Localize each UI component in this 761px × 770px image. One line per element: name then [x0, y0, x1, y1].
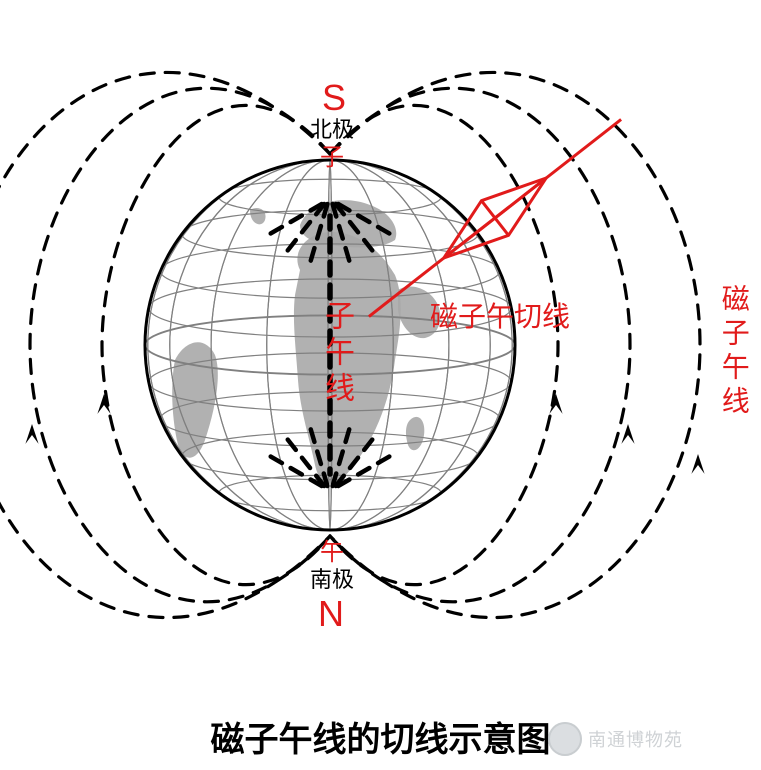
watermark-text: 南通博物苑: [588, 726, 683, 752]
label-south: 南极: [310, 568, 354, 592]
watermark: 南通博物苑: [548, 722, 683, 756]
label-north: 北极: [310, 118, 354, 142]
label-meridian: 子午线: [320, 300, 353, 408]
watermark-logo-icon: [548, 722, 582, 756]
label-mag_mer: 磁子午线: [718, 284, 749, 420]
label-tangent: 磁子午切线: [430, 302, 570, 333]
label-zi_top: 子: [320, 145, 344, 171]
diagram-canvas: [0, 0, 761, 770]
label-N: N: [318, 594, 344, 634]
label-wu_bot: 午: [320, 540, 344, 566]
label-S: S: [322, 78, 346, 118]
